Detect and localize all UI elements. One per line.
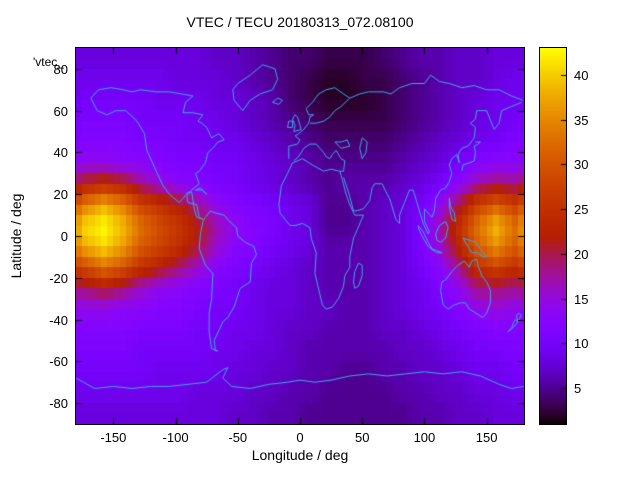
colorbar-tick-label: 40 [574,67,589,83]
y-tick-label: 20 [53,187,68,203]
colorbar-canvas [540,48,566,424]
x-tick-label: 150 [475,430,498,445]
y-tick-label: 0 [60,229,68,244]
colorbar-tick-label: 35 [574,112,589,128]
y-tick-label: 60 [53,103,68,119]
x-tick-label: 100 [413,430,436,445]
y-tick-label: 40 [53,145,68,161]
key-label: 'vtec_ [33,55,64,69]
colorbar-tick-label: 20 [574,246,589,262]
colorbar-tick-label: 5 [574,381,582,397]
y-tick-label: -60 [49,354,68,370]
y-axis-title: Latitude / deg [8,193,24,279]
x-tick-label: -50 [228,430,248,445]
colorbar-tick-label: 25 [574,202,589,218]
map-plot-area [75,47,525,425]
colorbar-tick-label: 10 [574,336,589,352]
chart-title: VTEC / TECU 20180313_072.08100 [186,14,414,30]
y-tick-label: -20 [49,270,68,286]
heatmap-canvas [76,48,524,424]
colorbar [539,47,567,425]
x-tick-label: -150 [100,430,127,445]
colorbar-tick-label: 30 [574,157,589,173]
x-tick-label: 0 [296,430,304,445]
x-tick-label: -100 [162,430,189,445]
x-axis-title: Longitude / deg [251,447,349,463]
y-tick-label: -40 [49,312,68,328]
x-tick-label: 50 [354,430,370,445]
y-tick-label: -80 [49,396,68,412]
colorbar-tick-label: 15 [574,291,589,307]
